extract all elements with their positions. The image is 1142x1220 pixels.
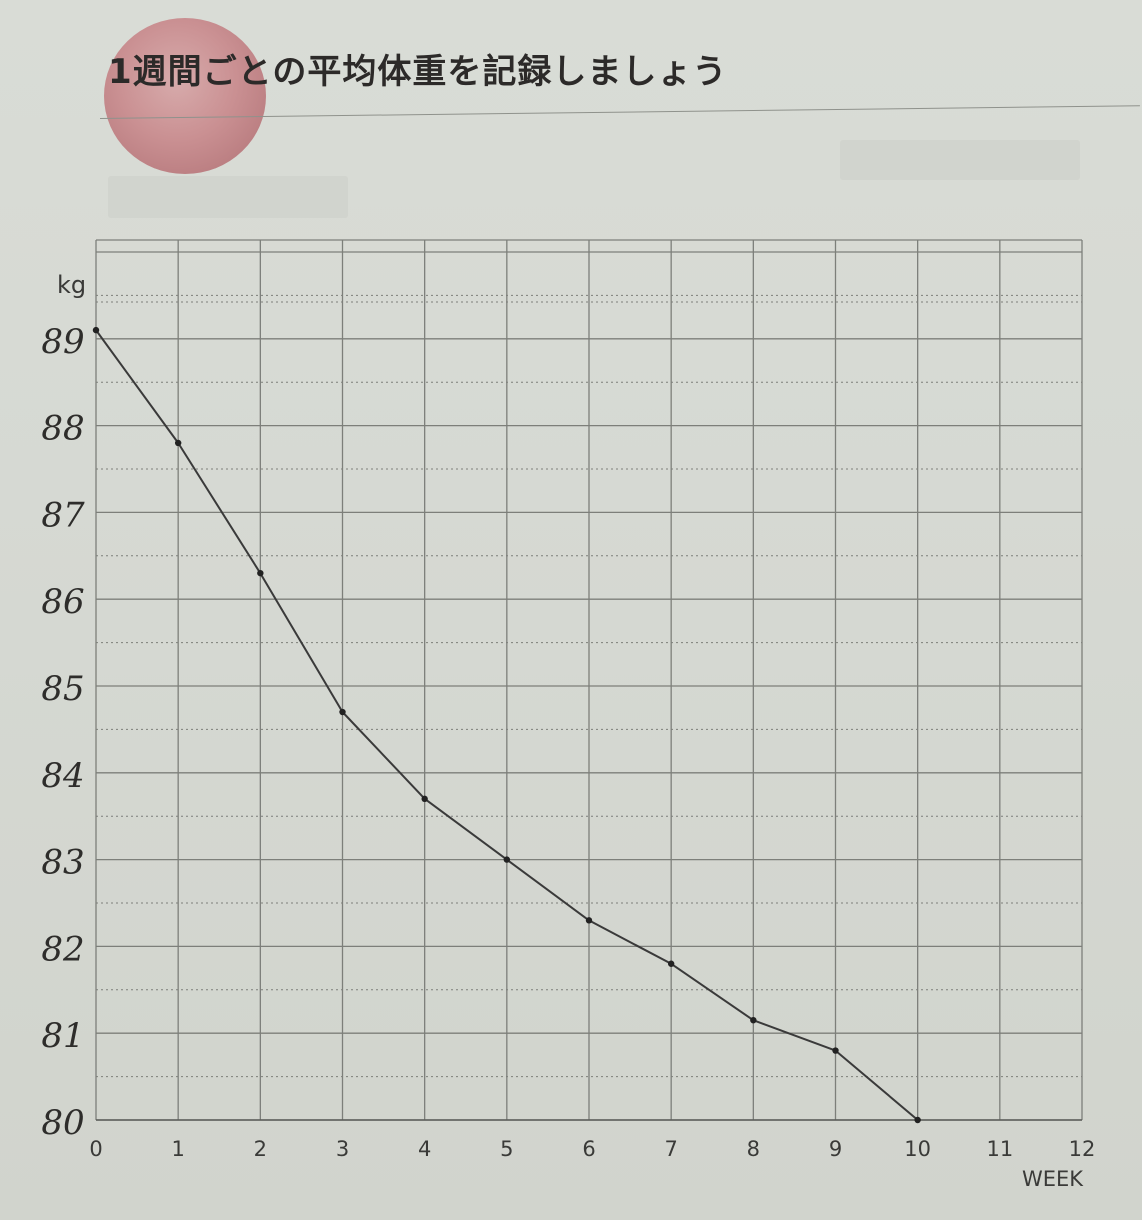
data-point [503, 856, 511, 863]
weight-series [92, 326, 921, 1124]
y-tick-label: 87 [41, 495, 85, 535]
data-point [92, 326, 100, 334]
data-point [585, 917, 593, 924]
x-axis-label: WEEK [1022, 1167, 1084, 1191]
y-tick-label: 85 [41, 669, 84, 709]
x-tick-label: 0 [89, 1137, 102, 1161]
x-tick-label: 5 [500, 1137, 513, 1161]
data-point [750, 1016, 757, 1024]
data-point [421, 795, 428, 803]
y-tick-label: 81 [41, 1016, 84, 1056]
x-tick-label: 11 [986, 1137, 1013, 1161]
x-tick-label: 2 [254, 1137, 267, 1161]
y-tick-label: 84 [41, 756, 84, 796]
data-point [832, 1047, 839, 1054]
x-tick-label: 3 [336, 1137, 349, 1161]
show-through-block [840, 140, 1080, 180]
x-tick-label: 12 [1069, 1137, 1096, 1161]
major-grid [95, 239, 1083, 1121]
y-tick-label: 86 [41, 582, 84, 622]
show-through-block [108, 176, 348, 218]
y-tick-label: 83 [41, 843, 84, 883]
data-point [914, 1116, 921, 1124]
page-title: 1週間ごとの平均体重を記録しましょう [108, 52, 728, 92]
x-tick-label: 10 [904, 1137, 931, 1161]
y-tick-label: 89 [41, 322, 84, 362]
data-point [667, 960, 675, 967]
x-tick-label: 8 [747, 1137, 760, 1161]
x-tick-label: 4 [418, 1137, 431, 1161]
y-tick-label: 80 [41, 1103, 84, 1143]
data-point [339, 708, 346, 716]
x-tick-label: 6 [582, 1137, 595, 1161]
y-tick-label: 82 [41, 929, 84, 969]
x-tick-label: 7 [664, 1137, 677, 1161]
y-tick-label: 88 [41, 409, 84, 449]
watercolor-circle [104, 18, 266, 174]
data-point [257, 569, 264, 577]
data-point [174, 439, 182, 447]
y-axis-unit-label: kg [57, 271, 86, 299]
x-tick-label: 1 [171, 1137, 184, 1161]
x-tick-label: 9 [829, 1137, 842, 1161]
